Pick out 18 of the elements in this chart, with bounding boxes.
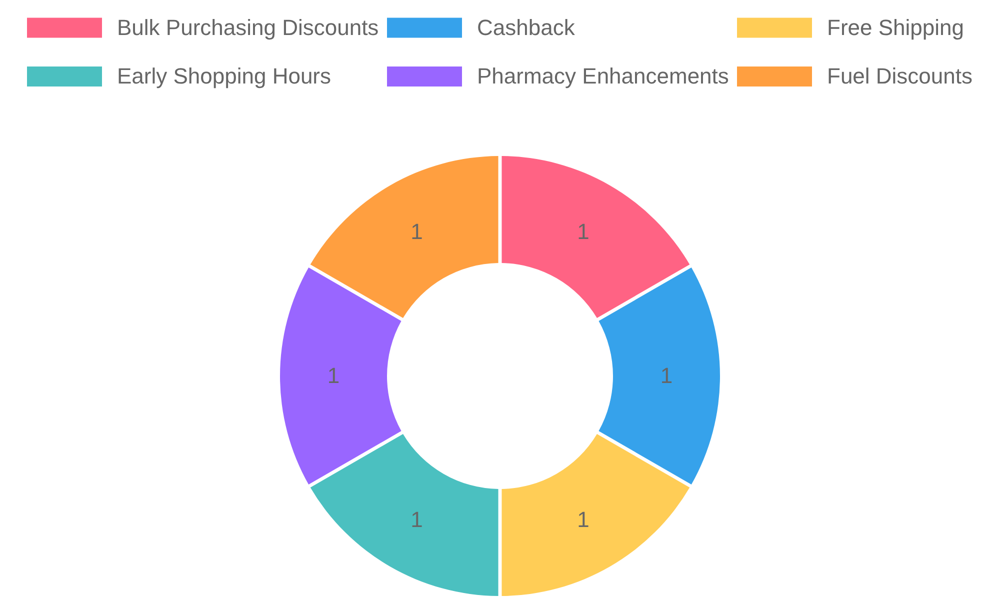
data-label: 1 xyxy=(410,507,423,532)
legend-label: Fuel Discounts xyxy=(827,64,973,88)
legend-label: Pharmacy Enhancements xyxy=(477,64,729,88)
donut-slice xyxy=(598,268,720,484)
data-label: 1 xyxy=(660,363,673,388)
data-label: 1 xyxy=(410,218,423,244)
data-label: 1 xyxy=(577,218,590,244)
legend-label: Cashback xyxy=(477,14,576,40)
data-label: 1 xyxy=(577,507,590,532)
donut-slice xyxy=(502,434,690,596)
legend-label: Early Shopping Hours xyxy=(117,64,332,88)
donut-slice xyxy=(310,156,498,318)
donut-slice xyxy=(310,434,498,596)
legend-label: Free Shipping xyxy=(827,14,964,40)
donut-slice xyxy=(280,268,402,484)
data-label: 1 xyxy=(327,363,340,388)
donut-slice xyxy=(502,156,690,318)
legend-label: Bulk Purchasing Discounts xyxy=(117,14,379,40)
